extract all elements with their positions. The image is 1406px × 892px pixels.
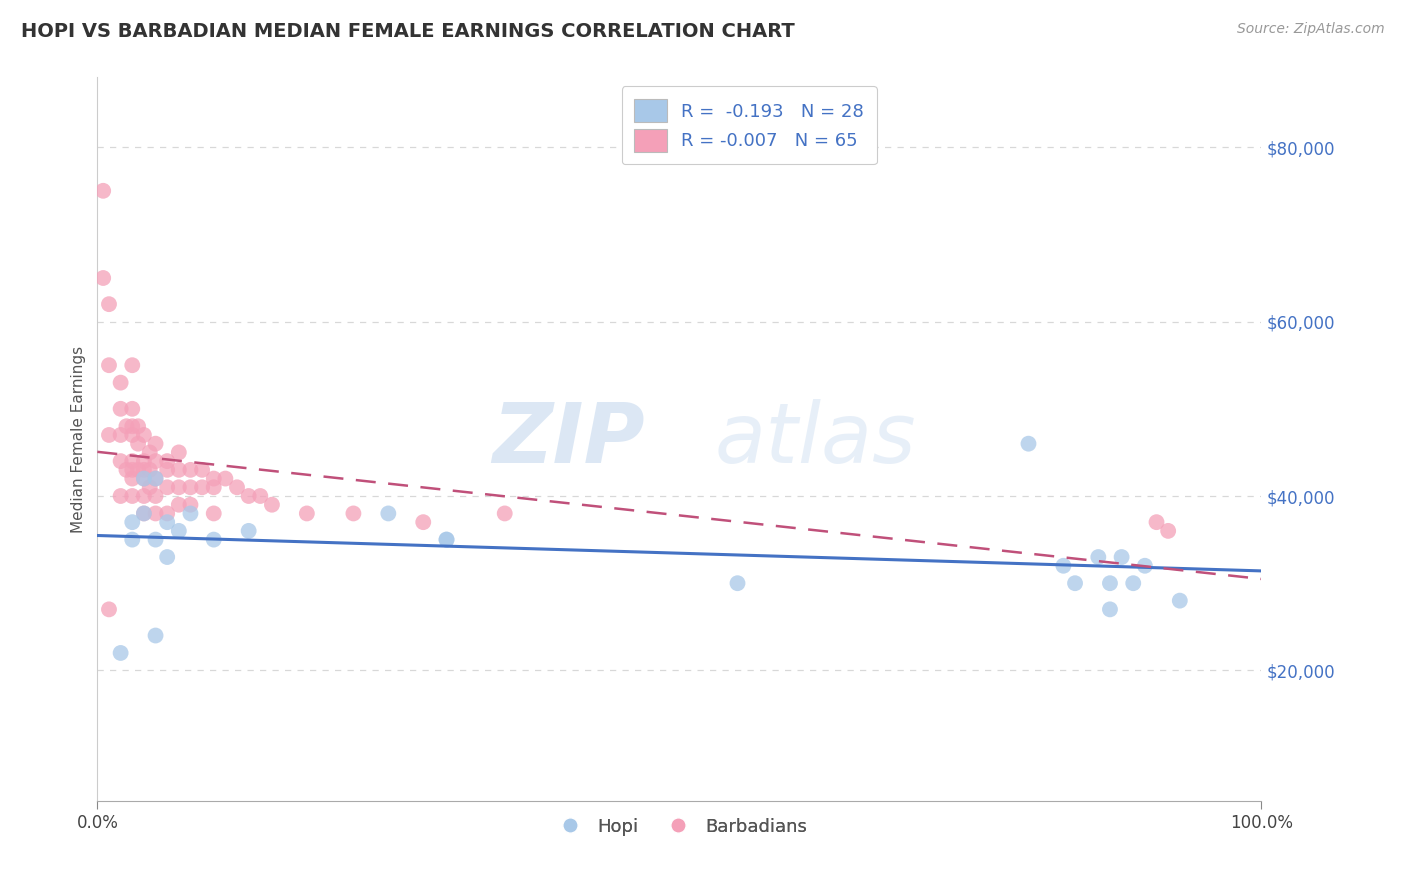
Point — [121, 489, 143, 503]
Point — [156, 515, 179, 529]
Point — [145, 454, 167, 468]
Point — [436, 533, 458, 547]
Point — [436, 533, 458, 547]
Point — [191, 480, 214, 494]
Point — [202, 507, 225, 521]
Point — [121, 419, 143, 434]
Point — [145, 533, 167, 547]
Point — [121, 358, 143, 372]
Point — [110, 489, 132, 503]
Point — [132, 507, 155, 521]
Point — [115, 463, 138, 477]
Point — [295, 507, 318, 521]
Point — [156, 549, 179, 564]
Point — [202, 480, 225, 494]
Point — [110, 428, 132, 442]
Point — [132, 472, 155, 486]
Point — [1157, 524, 1180, 538]
Point — [156, 454, 179, 468]
Point — [202, 472, 225, 486]
Point — [1098, 602, 1121, 616]
Point — [167, 463, 190, 477]
Point — [1122, 576, 1144, 591]
Y-axis label: Median Female Earnings: Median Female Earnings — [72, 346, 86, 533]
Point — [167, 498, 190, 512]
Point — [249, 489, 271, 503]
Point — [138, 480, 160, 494]
Point — [98, 297, 121, 311]
Point — [121, 454, 143, 468]
Point — [214, 472, 236, 486]
Point — [121, 428, 143, 442]
Point — [145, 472, 167, 486]
Text: atlas: atlas — [714, 399, 915, 480]
Point — [132, 454, 155, 468]
Point — [179, 507, 201, 521]
Point — [110, 454, 132, 468]
Point — [412, 515, 434, 529]
Point — [110, 646, 132, 660]
Point — [145, 507, 167, 521]
Point — [127, 436, 149, 450]
Point — [179, 498, 201, 512]
Point — [115, 419, 138, 434]
Point — [1168, 593, 1191, 607]
Text: HOPI VS BARBADIAN MEDIAN FEMALE EARNINGS CORRELATION CHART: HOPI VS BARBADIAN MEDIAN FEMALE EARNINGS… — [21, 22, 794, 41]
Point — [127, 419, 149, 434]
Point — [132, 472, 155, 486]
Point — [1018, 436, 1040, 450]
Point — [1133, 558, 1156, 573]
Point — [1064, 576, 1087, 591]
Point — [121, 472, 143, 486]
Point — [132, 489, 155, 503]
Point — [132, 428, 155, 442]
Point — [167, 480, 190, 494]
Point — [1146, 515, 1168, 529]
Text: ZIP: ZIP — [492, 399, 644, 480]
Point — [238, 524, 260, 538]
Point — [1087, 549, 1109, 564]
Point — [138, 463, 160, 477]
Point — [121, 533, 143, 547]
Point — [145, 436, 167, 450]
Point — [1098, 576, 1121, 591]
Point — [138, 445, 160, 459]
Point — [98, 358, 121, 372]
Point — [156, 480, 179, 494]
Point — [377, 507, 399, 521]
Point — [260, 498, 283, 512]
Legend: Hopi, Barbadians: Hopi, Barbadians — [544, 811, 814, 843]
Point — [238, 489, 260, 503]
Point — [98, 428, 121, 442]
Point — [494, 507, 516, 521]
Point — [342, 507, 364, 521]
Point — [156, 507, 179, 521]
Text: Source: ZipAtlas.com: Source: ZipAtlas.com — [1237, 22, 1385, 37]
Point — [202, 533, 225, 547]
Point — [98, 602, 121, 616]
Point — [226, 480, 249, 494]
Point — [167, 445, 190, 459]
Point — [727, 576, 749, 591]
Point — [1111, 549, 1133, 564]
Point — [179, 463, 201, 477]
Point — [132, 463, 155, 477]
Point — [121, 515, 143, 529]
Point — [156, 463, 179, 477]
Point — [179, 480, 201, 494]
Point — [145, 472, 167, 486]
Point — [91, 184, 114, 198]
Point — [167, 524, 190, 538]
Point — [145, 489, 167, 503]
Point — [132, 507, 155, 521]
Point — [121, 401, 143, 416]
Point — [121, 463, 143, 477]
Point — [1052, 558, 1074, 573]
Point — [110, 401, 132, 416]
Point — [145, 628, 167, 642]
Point — [191, 463, 214, 477]
Point — [127, 463, 149, 477]
Point — [110, 376, 132, 390]
Point — [91, 271, 114, 285]
